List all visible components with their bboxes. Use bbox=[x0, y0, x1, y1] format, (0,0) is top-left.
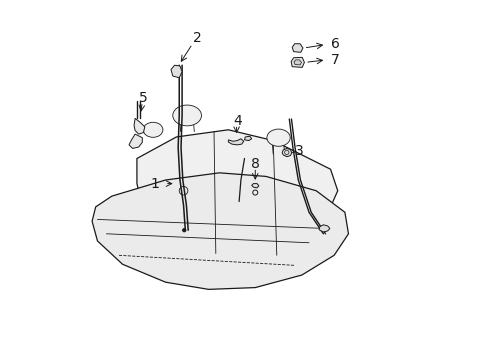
Polygon shape bbox=[244, 136, 251, 140]
Polygon shape bbox=[129, 134, 142, 148]
Text: 6: 6 bbox=[330, 37, 339, 51]
Polygon shape bbox=[92, 173, 348, 289]
Text: 3: 3 bbox=[295, 144, 304, 158]
Circle shape bbox=[182, 228, 185, 232]
Text: 2: 2 bbox=[192, 31, 201, 45]
Ellipse shape bbox=[172, 105, 201, 126]
Polygon shape bbox=[228, 139, 244, 145]
Polygon shape bbox=[171, 65, 182, 78]
Polygon shape bbox=[134, 118, 144, 134]
Polygon shape bbox=[319, 225, 329, 232]
Text: 7: 7 bbox=[330, 53, 339, 67]
Text: 1: 1 bbox=[150, 177, 159, 190]
Polygon shape bbox=[292, 44, 303, 52]
Text: 4: 4 bbox=[232, 114, 241, 128]
Text: 8: 8 bbox=[250, 157, 259, 171]
Polygon shape bbox=[290, 57, 304, 67]
Polygon shape bbox=[251, 184, 258, 188]
Polygon shape bbox=[293, 60, 301, 65]
Ellipse shape bbox=[143, 122, 163, 137]
Text: 5: 5 bbox=[139, 91, 147, 105]
Polygon shape bbox=[282, 148, 291, 157]
Polygon shape bbox=[137, 130, 337, 255]
Ellipse shape bbox=[266, 129, 290, 146]
